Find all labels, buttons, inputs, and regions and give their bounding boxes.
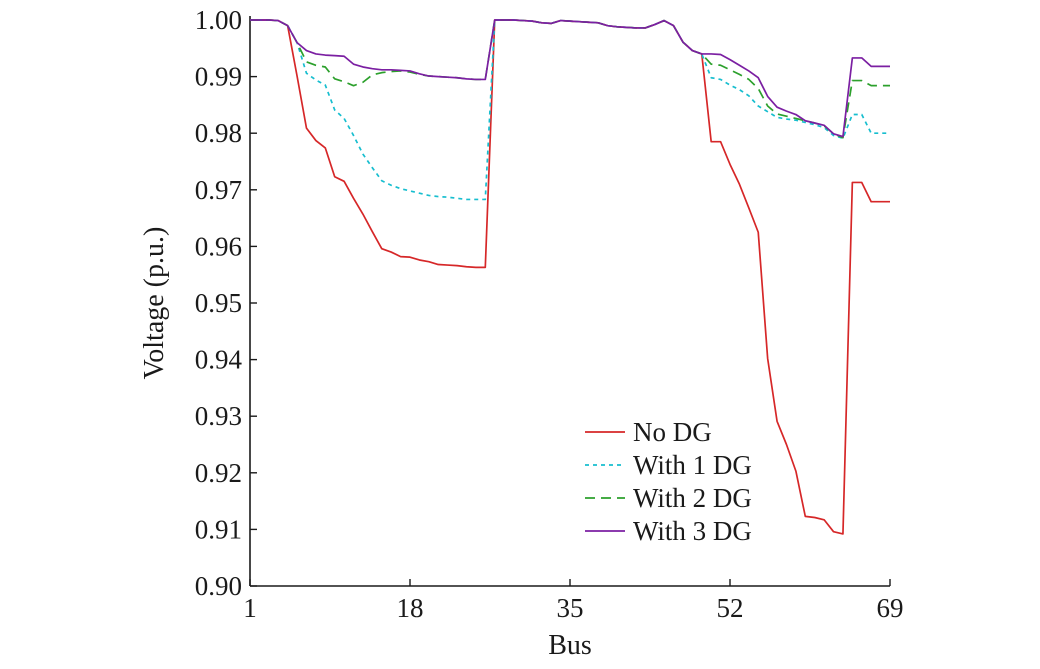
y-tick-label: 0.99 <box>195 62 242 92</box>
x-tick-label: 35 <box>557 593 584 623</box>
x-tick-label: 52 <box>717 593 744 623</box>
tick-labels: 0.90 0.91 0.92 0.93 0.94 0.95 0.96 0.97 0.98 0.99… <box>195 5 904 623</box>
x-axis-title: Bus <box>548 630 592 661</box>
legend-label: With 3 DG <box>633 516 752 546</box>
y-tick-label: 0.93 <box>195 401 242 431</box>
y-tick-label: 0.96 <box>195 231 242 261</box>
y-tick-label: 0.97 <box>195 175 242 205</box>
legend-label: No DG <box>633 417 712 447</box>
y-tick-label: 0.90 <box>195 571 242 601</box>
x-tick-label: 18 <box>397 593 424 623</box>
y-tick-label: 0.91 <box>195 514 242 544</box>
x-tick-label: 1 <box>243 593 257 623</box>
y-tick-label: 0.94 <box>195 345 243 375</box>
series-line-with-1-dg <box>250 19 890 201</box>
series-line-with-3-dg <box>250 19 890 138</box>
legend-label: With 2 DG <box>633 483 752 513</box>
series-line-with-2-dg <box>250 19 890 139</box>
y-tick-label: 0.92 <box>195 458 242 488</box>
legend-label: With 1 DG <box>633 450 752 480</box>
series-line-no-dg <box>250 19 890 535</box>
y-axis-title: Voltage (p.u.) <box>139 227 170 380</box>
y-tick-label: 0.95 <box>195 288 242 318</box>
axes <box>249 16 890 587</box>
y-tick-label: 1.00 <box>195 5 242 35</box>
y-tick-label: 0.98 <box>195 118 242 148</box>
tick-marks <box>249 19 891 587</box>
series-lines <box>250 19 890 535</box>
x-tick-label: 69 <box>877 593 904 623</box>
